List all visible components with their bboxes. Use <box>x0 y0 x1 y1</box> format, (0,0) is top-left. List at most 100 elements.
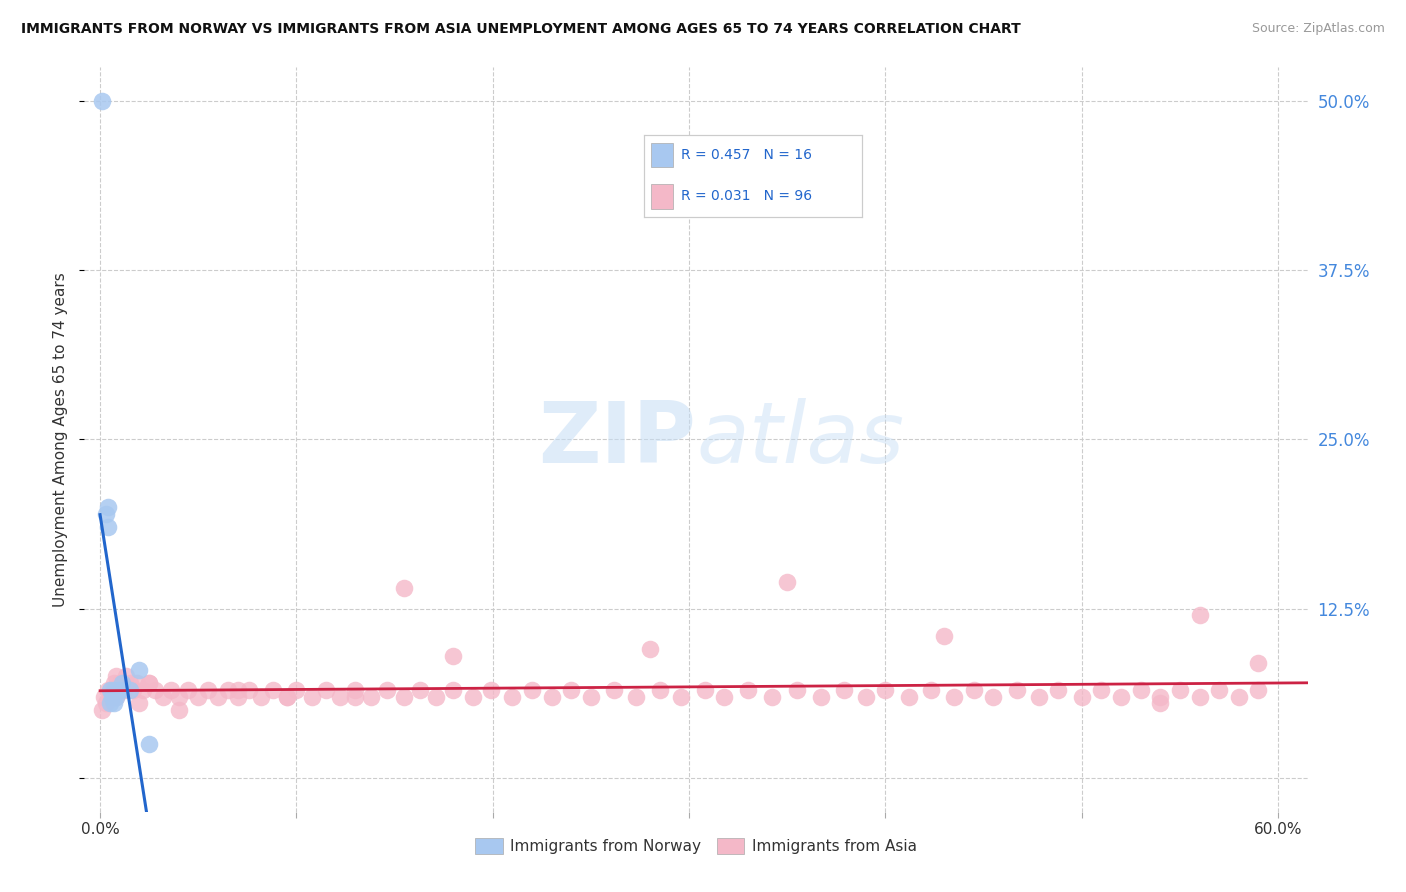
Point <box>98 690 121 704</box>
Point <box>776 574 799 589</box>
Point <box>138 737 160 751</box>
Point <box>786 682 808 697</box>
Point <box>128 697 150 711</box>
Point <box>943 690 966 704</box>
Point <box>138 676 160 690</box>
Point <box>104 669 127 683</box>
Point <box>118 682 141 697</box>
Point <box>128 663 150 677</box>
Text: atlas: atlas <box>696 398 904 481</box>
Point <box>1188 608 1211 623</box>
Point <box>111 676 134 690</box>
Point <box>262 682 284 697</box>
Point <box>855 690 877 704</box>
Point <box>671 690 693 704</box>
Point <box>159 682 181 697</box>
Point <box>1247 682 1270 697</box>
Bar <box>651 184 672 209</box>
Point <box>118 676 141 690</box>
Point <box>540 690 562 704</box>
Point <box>1149 697 1171 711</box>
Point <box>226 682 249 697</box>
Point <box>98 697 121 711</box>
Point <box>1247 656 1270 670</box>
Point <box>579 690 602 704</box>
Point <box>409 682 432 697</box>
Point <box>91 703 114 717</box>
Text: R = 0.457   N = 16: R = 0.457 N = 16 <box>682 148 813 162</box>
Point <box>97 682 120 697</box>
Point <box>108 682 131 697</box>
Point <box>1090 682 1112 697</box>
Point <box>97 500 120 514</box>
Point <box>501 690 523 704</box>
Point <box>1188 690 1211 704</box>
Point <box>638 642 661 657</box>
Point <box>463 690 485 704</box>
Text: ZIP: ZIP <box>538 398 696 481</box>
Point <box>132 682 155 697</box>
Point <box>98 682 121 697</box>
Point <box>329 690 352 704</box>
Point <box>425 690 447 704</box>
Point <box>187 690 209 704</box>
Point <box>737 682 759 697</box>
Point <box>934 629 956 643</box>
Point <box>394 690 416 704</box>
Point <box>315 682 337 697</box>
Point <box>217 682 239 697</box>
Point <box>394 582 416 596</box>
Point <box>107 682 129 697</box>
Point <box>520 682 543 697</box>
Point <box>898 690 921 704</box>
Point <box>1047 682 1070 697</box>
Point <box>713 690 735 704</box>
Point <box>1109 690 1132 704</box>
Point <box>920 682 942 697</box>
Point <box>111 682 134 697</box>
Point <box>104 690 127 704</box>
Point <box>167 703 190 717</box>
Point <box>226 690 249 704</box>
Point <box>108 676 131 690</box>
Point <box>983 690 1005 704</box>
Point <box>104 690 127 704</box>
Text: Source: ZipAtlas.com: Source: ZipAtlas.com <box>1251 22 1385 36</box>
Point <box>103 697 125 711</box>
Y-axis label: Unemployment Among Ages 65 to 74 years: Unemployment Among Ages 65 to 74 years <box>53 272 69 607</box>
Bar <box>651 143 672 168</box>
Point <box>93 690 115 704</box>
Text: R = 0.031   N = 96: R = 0.031 N = 96 <box>682 189 813 203</box>
Point <box>301 690 323 704</box>
Point <box>101 690 124 704</box>
Point <box>832 682 855 697</box>
Point <box>603 682 626 697</box>
Point <box>167 690 190 704</box>
Point <box>127 676 149 690</box>
Point <box>207 690 229 704</box>
Point <box>91 94 114 108</box>
Point <box>810 690 832 704</box>
Point <box>344 690 367 704</box>
Point <box>177 682 200 697</box>
Point <box>103 682 125 697</box>
Point <box>138 676 160 690</box>
Point <box>94 507 117 521</box>
Point <box>443 648 465 663</box>
Point <box>963 682 986 697</box>
Point <box>103 676 125 690</box>
Point <box>143 682 166 697</box>
Point <box>1227 690 1250 704</box>
Point <box>285 682 308 697</box>
Point <box>624 690 647 704</box>
Point <box>107 682 129 697</box>
Point <box>761 690 783 704</box>
Point <box>112 682 135 697</box>
Legend: Immigrants from Norway, Immigrants from Asia: Immigrants from Norway, Immigrants from … <box>470 831 922 860</box>
Point <box>152 690 174 704</box>
Point <box>560 682 582 697</box>
Point <box>276 690 298 704</box>
Point <box>344 682 367 697</box>
Point <box>1028 690 1050 704</box>
Point <box>94 697 117 711</box>
